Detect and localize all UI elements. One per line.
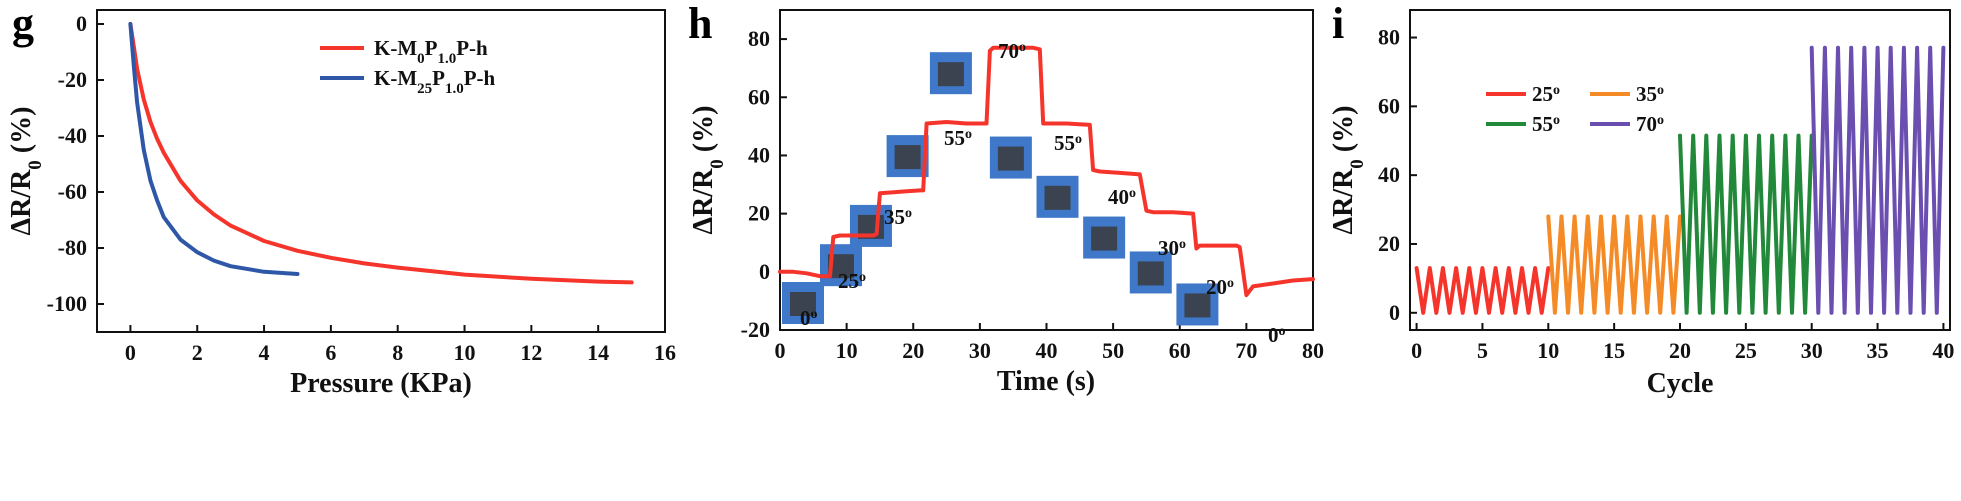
x-tick-label-i-5: 25 bbox=[1735, 338, 1757, 363]
y-tick-label-i-1: 20 bbox=[1378, 231, 1400, 256]
y-tick-label-h-2: 20 bbox=[748, 201, 770, 226]
series-line-h-0 bbox=[778, 45, 1315, 298]
angle-label-h-7: 30o bbox=[1158, 236, 1186, 260]
x-tick-label-i-8: 40 bbox=[1932, 338, 1954, 363]
x-tick-label-g-5: 10 bbox=[454, 340, 476, 365]
x-tick-label-i-3: 15 bbox=[1603, 338, 1625, 363]
photo-inset-object-7 bbox=[1091, 226, 1118, 251]
x-tick-label-h-0: 0 bbox=[775, 338, 786, 363]
x-tick-label-h-6: 60 bbox=[1169, 338, 1191, 363]
x-axis-title-h: Time (s) bbox=[997, 366, 1095, 397]
legend-label-i-3: 70o bbox=[1636, 112, 1664, 136]
y-tick-label-h-4: 60 bbox=[748, 84, 770, 109]
legend-label-g-0: K-M0P1.0P-h bbox=[374, 36, 488, 67]
y-tick-label-g-0: 0 bbox=[76, 11, 87, 36]
x-tick-label-i-2: 10 bbox=[1537, 338, 1559, 363]
series-g bbox=[128, 22, 634, 285]
x-tick-label-g-2: 4 bbox=[259, 340, 270, 365]
legend-label-i-0: 25o bbox=[1532, 82, 1560, 106]
legend-label-g-1: K-M25P1.0P-h bbox=[374, 66, 496, 97]
series-line-i-1 bbox=[1546, 214, 1682, 315]
y-tick-label-i-4: 80 bbox=[1378, 25, 1400, 50]
series-i bbox=[1414, 45, 1946, 315]
ticks-g: 0 2 4 6 8 10 12 14 16 0 -20 -40 -60 -80 -100 bbox=[47, 11, 676, 365]
angle-label-h-9: 0o bbox=[1268, 323, 1286, 347]
series-h bbox=[778, 45, 1315, 298]
y-tick-label-g-5: -100 bbox=[47, 291, 87, 316]
x-tick-label-i-0: 0 bbox=[1411, 338, 1422, 363]
y-tick-label-h-3: 40 bbox=[748, 142, 770, 167]
x-tick-label-g-1: 2 bbox=[192, 340, 203, 365]
photo-inset-object-5 bbox=[997, 146, 1024, 171]
legend-g: K-M0P1.0P-h K-M25P1.0P-h bbox=[320, 36, 496, 97]
y-axis-title-h: ΔR/R0 (%) bbox=[688, 106, 728, 235]
x-tick-label-g-3: 6 bbox=[325, 340, 336, 365]
angle-label-h-1: 25o bbox=[838, 269, 866, 293]
photo-inset-object-4 bbox=[937, 62, 964, 87]
x-axis-title-g: Pressure (KPa) bbox=[290, 368, 472, 399]
x-tick-label-g-4: 8 bbox=[392, 340, 403, 365]
x-axis-title-i: Cycle bbox=[1647, 368, 1714, 399]
panel-letter-i: i bbox=[1332, 0, 1344, 48]
y-tick-label-h-0: -20 bbox=[741, 317, 770, 342]
legend-label-i-1: 35o bbox=[1636, 82, 1664, 106]
y-tick-label-g-3: -60 bbox=[58, 179, 87, 204]
y-tick-label-i-2: 40 bbox=[1378, 162, 1400, 187]
x-tick-label-g-0: 0 bbox=[125, 340, 136, 365]
x-tick-label-g-7: 14 bbox=[587, 340, 609, 365]
photo-inset-object-0 bbox=[789, 292, 816, 316]
angle-label-h-8: 20o bbox=[1206, 275, 1234, 299]
y-tick-label-h-5: 80 bbox=[748, 26, 770, 51]
y-tick-label-i-3: 60 bbox=[1378, 93, 1400, 118]
x-tick-label-i-1: 5 bbox=[1477, 338, 1488, 363]
angle-labels-h: 0o 25o 35o 55o 70o 55o 40o 30o 20o 0o bbox=[800, 39, 1286, 347]
angle-label-h-3: 55o bbox=[944, 126, 972, 150]
x-tick-label-i-7: 35 bbox=[1867, 338, 1889, 363]
ticks-i: 0 5 10 15 20 25 30 35 40 0 20 40 60 80 bbox=[1378, 25, 1954, 363]
y-tick-label-g-4: -80 bbox=[58, 235, 87, 260]
x-tick-label-g-8: 16 bbox=[654, 340, 676, 365]
y-axis-title-g: ΔR/R0 (%) bbox=[6, 107, 46, 236]
x-tick-label-h-7: 70 bbox=[1235, 338, 1257, 363]
y-tick-label-h-1: 0 bbox=[759, 259, 770, 284]
angle-label-h-5: 55o bbox=[1054, 131, 1082, 155]
angle-label-h-0: 0o bbox=[800, 306, 818, 330]
x-tick-label-g-6: 12 bbox=[520, 340, 542, 365]
plot-frame-g bbox=[96, 9, 666, 333]
series-line-i-3 bbox=[1809, 45, 1946, 315]
angle-label-h-4: 70o bbox=[998, 39, 1026, 63]
photo-inset-object-6 bbox=[1044, 185, 1071, 210]
series-line-i-2 bbox=[1678, 133, 1814, 315]
y-tick-label-g-2: -40 bbox=[58, 123, 87, 148]
x-tick-label-h-5: 50 bbox=[1102, 338, 1124, 363]
x-tick-label-i-6: 30 bbox=[1801, 338, 1823, 363]
photo-inset-object-9 bbox=[1184, 293, 1211, 318]
photo-insets-h bbox=[781, 52, 1219, 326]
y-tick-label-g-1: -20 bbox=[58, 67, 87, 92]
photo-inset-object-8 bbox=[1137, 261, 1164, 286]
x-tick-label-i-4: 20 bbox=[1669, 338, 1691, 363]
panel-letter-g: g bbox=[12, 0, 34, 48]
x-tick-label-h-3: 30 bbox=[969, 338, 991, 363]
legend-label-i-2: 55o bbox=[1532, 112, 1560, 136]
series-line-g-0 bbox=[128, 22, 634, 285]
series-line-i-0 bbox=[1414, 266, 1551, 315]
panel-letter-h: h bbox=[688, 0, 712, 48]
x-tick-label-h-2: 20 bbox=[902, 338, 924, 363]
photo-inset-object-3 bbox=[894, 145, 921, 170]
angle-label-h-6: 40o bbox=[1108, 185, 1136, 209]
x-tick-label-h-8: 80 bbox=[1302, 338, 1324, 363]
y-axis-title-i: ΔR/R0 (%) bbox=[1328, 106, 1368, 235]
panel-i: i 0 5 10 15 20 25 30 35 40 0 20 40 60 80 25o 35o 55o … bbox=[1328, 0, 1954, 399]
legend-i: 25o 35o 55o 70o bbox=[1486, 82, 1664, 136]
x-tick-label-h-1: 10 bbox=[836, 338, 858, 363]
x-tick-label-h-4: 40 bbox=[1036, 338, 1058, 363]
y-tick-label-i-0: 0 bbox=[1389, 300, 1400, 325]
panel-g: g 0 2 4 6 8 10 12 14 16 0 -20 -40 -60 -80 -100 Pressur… bbox=[6, 0, 676, 399]
angle-label-h-2: 35o bbox=[884, 205, 912, 229]
series-line-g-1 bbox=[128, 22, 300, 276]
